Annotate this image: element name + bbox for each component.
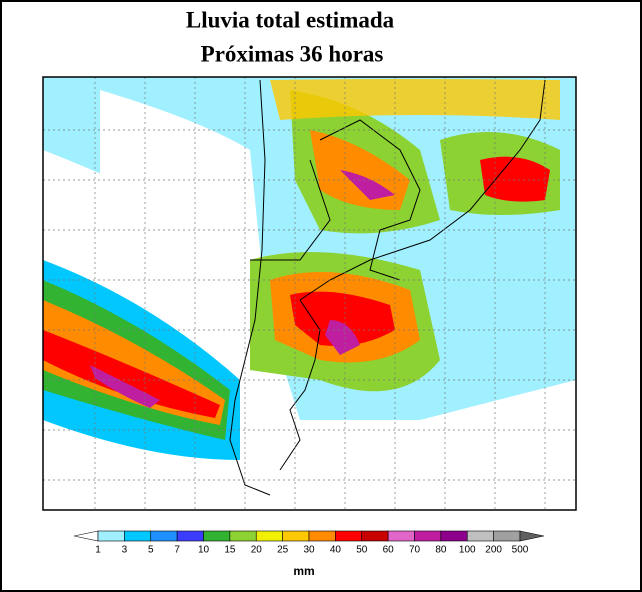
colorbar-label: 200 (485, 545, 502, 556)
colorbar: 1 3 5 7 10 15 20 25 30 40 50 60 70 80 100 200 500 (73, 530, 545, 556)
colorbar-box (255, 530, 283, 542)
colorbar-label: 25 (277, 545, 289, 556)
colorbar-label: 80 (435, 545, 447, 556)
dry-area (100, 90, 265, 370)
colorbar-label: 15 (224, 545, 236, 556)
colorbar-box (176, 530, 204, 542)
rain-area (270, 79, 560, 120)
colorbar-box (203, 530, 231, 542)
colorbar-box (361, 530, 389, 542)
colorbar-box (440, 530, 468, 542)
colorbar-box (414, 530, 442, 542)
map-border (42, 76, 577, 511)
colorbar-label: 50 (356, 545, 368, 556)
rain-area (340, 170, 395, 200)
colorbar-box (493, 530, 521, 542)
colorbar-box (466, 530, 494, 542)
rain-area (325, 320, 360, 355)
colorbar-label: 60 (383, 545, 395, 556)
rain-area (90, 365, 160, 408)
colorbar-label: 500 (512, 545, 529, 556)
colorbar-box (282, 530, 310, 542)
colorbar-box (124, 530, 152, 542)
colorbar-box (97, 530, 125, 542)
graticule (43, 77, 576, 510)
colorbar-box (335, 530, 363, 542)
colorbar-label: 10 (198, 545, 210, 556)
colorbar-label: 100 (459, 545, 476, 556)
rain-area (290, 291, 395, 346)
borders (229, 79, 546, 496)
title-line-2: Próximas 36 horas (201, 41, 384, 66)
colorbar-box (308, 530, 336, 542)
unit-label: mm (293, 564, 314, 578)
colorbar-label: 40 (330, 545, 342, 556)
colorbar-label: 30 (303, 545, 315, 556)
colorbar-label: 7 (174, 545, 180, 556)
colorbar-box (229, 530, 257, 542)
colorbar-box (387, 530, 415, 542)
colorbar-box (150, 530, 178, 542)
colorbar-triangle (519, 530, 545, 542)
colorbar-label: 70 (409, 545, 421, 556)
colorbar-label: 1 (95, 545, 101, 556)
colorbar-label: 3 (122, 545, 128, 556)
rain-area (43, 330, 220, 418)
title-line-1: Lluvia total estimada (186, 7, 395, 32)
map (42, 76, 577, 511)
colorbar-label: 20 (251, 545, 263, 556)
rain-area (480, 156, 550, 202)
colorbar-label: 5 (148, 545, 154, 556)
